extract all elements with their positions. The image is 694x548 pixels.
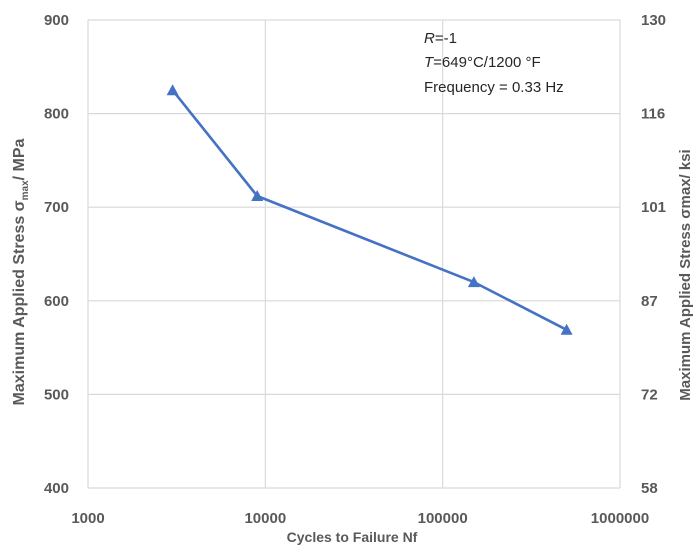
data-point-marker — [561, 324, 573, 335]
y-left-axis-title: Maximum Applied Stress σmax/ MPa — [11, 138, 31, 405]
series-line — [173, 90, 567, 330]
y-right-tick-label: 87 — [641, 293, 658, 310]
y-left-tick-label: 700 — [44, 199, 69, 216]
y-right-tick-label: 130 — [641, 12, 666, 29]
y-right-tick-label: 72 — [641, 386, 658, 403]
annotation-r-ratio: R=-1 — [424, 30, 457, 47]
y-right-tick-label: 58 — [641, 480, 658, 497]
y-right-tick-label: 116 — [641, 106, 665, 123]
annotation-frequency: Frequency = 0.33 Hz — [424, 79, 564, 96]
y-left-axis-title-suffix: / MPa — [11, 138, 28, 180]
y-left-axis-title-prefix: Maximum Applied Stress σ — [11, 200, 28, 405]
y-right-axis-title: Maximum Applied Stress σmax/ ksi — [677, 149, 694, 400]
x-axis-title: Cycles to Failure Nf — [287, 529, 418, 545]
y-right-tick-labels: 58 72 87 101 116 130 — [641, 12, 666, 497]
y-left-tick-labels: 400 500 600 700 800 900 — [44, 12, 69, 497]
y-left-tick-label: 800 — [44, 106, 69, 123]
x-tick-label: 1000000 — [591, 510, 649, 527]
y-right-tick-label: 101 — [641, 199, 666, 216]
data-point-marker — [167, 84, 179, 95]
y-left-tick-label: 600 — [44, 293, 69, 310]
y-left-tick-label: 400 — [44, 480, 69, 497]
x-tick-label: 10000 — [244, 510, 286, 527]
annotation-temperature: T=649°C/1200 °F — [424, 54, 541, 71]
series — [167, 84, 573, 335]
annotation-box: R=-1 T=649°C/1200 °F Frequency = 0.33 Hz — [424, 30, 564, 96]
y-left-tick-label: 900 — [44, 12, 69, 29]
x-tick-labels: 1000 10000 100000 1000000 — [71, 510, 649, 527]
y-left-tick-label: 500 — [44, 386, 69, 403]
x-tick-label: 100000 — [418, 510, 468, 527]
y-left-axis-title-subscript: max — [20, 180, 31, 200]
x-tick-label: 1000 — [71, 510, 104, 527]
